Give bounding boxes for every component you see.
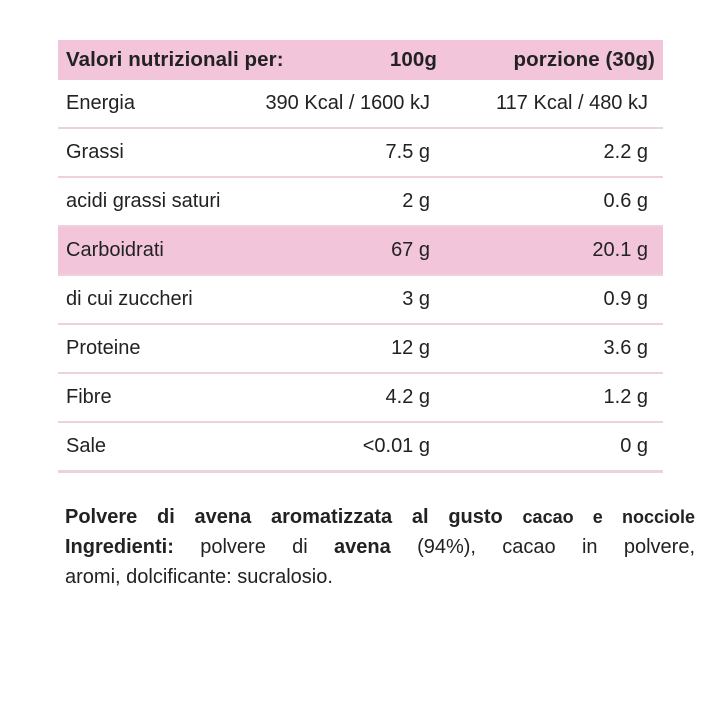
ingredients-line-2: aromi, dolcificante: sucralosio. — [65, 566, 333, 588]
value-per-100g: 7.5 g — [385, 141, 430, 163]
row-grassi: Grassi 7.5 g 2.2 g — [58, 129, 663, 178]
table-header-row: Valori nutrizionali per: 100g porzione (… — [58, 40, 663, 80]
header-col-portion: porzione (30g) — [513, 48, 655, 71]
row-carboidrati: Carboidrati 67 g 20.1 g — [58, 227, 663, 276]
ingredients-line: Ingredienti: polvere di avena (94%), cac… — [65, 532, 695, 562]
ingredients-text-1: polvere di — [200, 536, 308, 558]
header-col-100g: 100g — [389, 48, 437, 71]
value-per-portion: 1.2 g — [603, 386, 648, 408]
value-per-100g: 390 Kcal / 1600 kJ — [265, 92, 430, 114]
product-description: Polvere di avena aromatizzata al gusto c… — [65, 502, 695, 592]
value-per-100g: 4.2 g — [385, 386, 430, 408]
value-per-portion: 0.6 g — [603, 190, 648, 212]
nutrient-name: acidi grassi saturi — [66, 190, 221, 212]
nutrient-name: Proteine — [66, 337, 141, 359]
row-di-cui-zuccheri: di cui zuccheri 3 g 0.9 g — [58, 276, 663, 325]
value-per-portion: 0 g — [620, 435, 648, 457]
product-name-line: Polvere di avena aromatizzata al gusto c… — [65, 502, 695, 532]
value-per-portion: 0.9 g — [603, 288, 648, 310]
nutrient-name: Fibre — [66, 386, 112, 408]
nutrient-name: di cui zuccheri — [66, 288, 193, 310]
value-per-100g: 3 g — [402, 288, 430, 310]
ingredients-label: Ingredienti: — [65, 536, 174, 558]
product-flavor: cacao e nocciole — [522, 507, 696, 527]
nutrient-name: Energia — [66, 92, 135, 114]
value-per-100g: 67 g — [391, 239, 430, 261]
nutrient-name: Sale — [66, 435, 107, 457]
row-sale: Sale <0.01 g 0 g — [58, 423, 663, 473]
row-fibre: Fibre 4.2 g 1.2 g — [58, 374, 663, 423]
ingredients-highlight: avena — [334, 536, 391, 558]
value-per-100g: 2 g — [402, 190, 430, 212]
row-energia: Energia 390 Kcal / 1600 kJ 117 Kcal / 48… — [58, 80, 663, 129]
nutrient-name: Grassi — [66, 141, 124, 163]
product-name-bold: Polvere di avena aromatizzata al gusto — [65, 506, 503, 528]
nutrition-table: Valori nutrizionali per: 100g porzione (… — [58, 40, 663, 473]
nutrient-name: Carboidrati — [66, 239, 164, 261]
value-per-100g: 12 g — [391, 337, 430, 359]
value-per-portion: 20.1 g — [592, 239, 648, 261]
row-proteine: Proteine 12 g 3.6 g — [58, 325, 663, 374]
value-per-portion: 3.6 g — [603, 337, 648, 359]
value-per-100g: <0.01 g — [362, 435, 430, 457]
ingredients-text-2: (94%), cacao in polvere, — [417, 536, 696, 558]
value-per-portion: 2.2 g — [603, 141, 648, 163]
header-label: Valori nutrizionali per: — [66, 48, 284, 71]
row-acidi-grassi-saturi: acidi grassi saturi 2 g 0.6 g — [58, 178, 663, 227]
value-per-portion: 117 Kcal / 480 kJ — [496, 92, 648, 114]
